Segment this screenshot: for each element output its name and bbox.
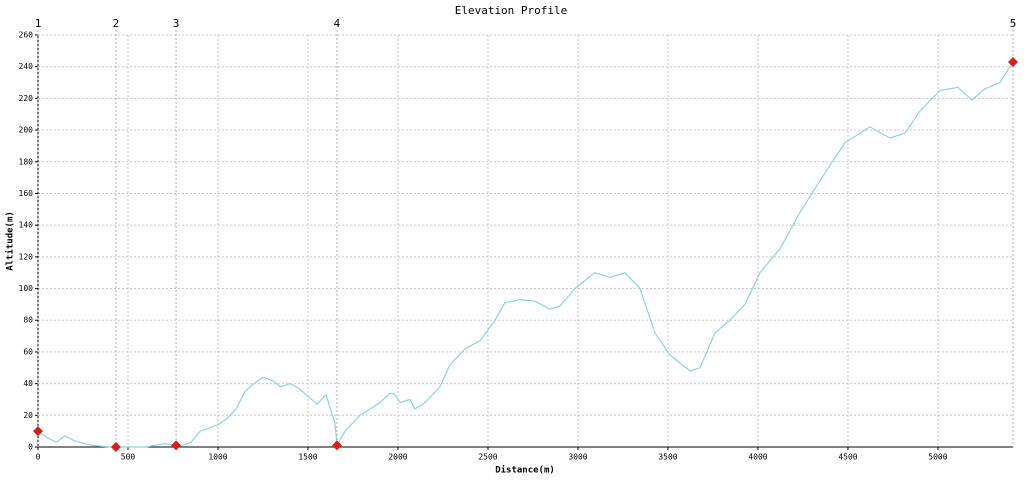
y-tick-label: 100 [19,284,34,293]
x-axis-label: Distance(m) [495,465,555,476]
x-tick-label: 3000 [568,453,587,462]
waypoint-label: 3 [173,17,180,30]
waypoint-marker [171,440,182,451]
y-tick-label: 200 [19,126,34,135]
y-tick-label: 160 [19,189,34,198]
waypoint-marker [1008,56,1018,67]
y-tick-label: 60 [23,347,33,356]
y-tick-label: 260 [19,31,34,40]
y-tick-label: 0 [28,443,33,452]
x-tick-label: 2000 [388,453,407,462]
waypoint-marker [110,442,121,452]
x-tick-label: 2500 [478,453,497,462]
x-tick-label: 4500 [838,453,857,462]
waypoint-label: 5 [1010,17,1017,30]
y-tick-label: 80 [23,316,33,325]
x-tick-label: 0 [36,453,41,462]
y-tick-label: 140 [19,221,34,230]
x-tick-label: 500 [121,453,136,462]
y-tick-label: 20 [23,411,33,420]
y-tick-label: 240 [19,62,34,71]
elevation-line [37,61,1014,448]
y-tick-label: 40 [23,379,33,388]
chart-title: Elevation Profile [455,4,568,17]
x-tick-label: 1000 [208,453,227,462]
waypoint-label: 2 [113,17,120,30]
x-tick-label: 4000 [748,453,767,462]
y-tick-label: 220 [19,94,34,103]
y-tick-label: 120 [19,252,34,261]
x-tick-label: 5000 [928,453,947,462]
x-tick-label: 3500 [658,453,677,462]
y-axis-label: Altitude(m) [5,211,16,271]
waypoint-marker [331,440,342,451]
x-tick-label: 1500 [298,453,317,462]
waypoint-label: 4 [334,17,341,30]
waypoint-marker [33,426,43,437]
waypoint-label: 1 [35,17,42,30]
y-tick-label: 180 [19,157,34,166]
